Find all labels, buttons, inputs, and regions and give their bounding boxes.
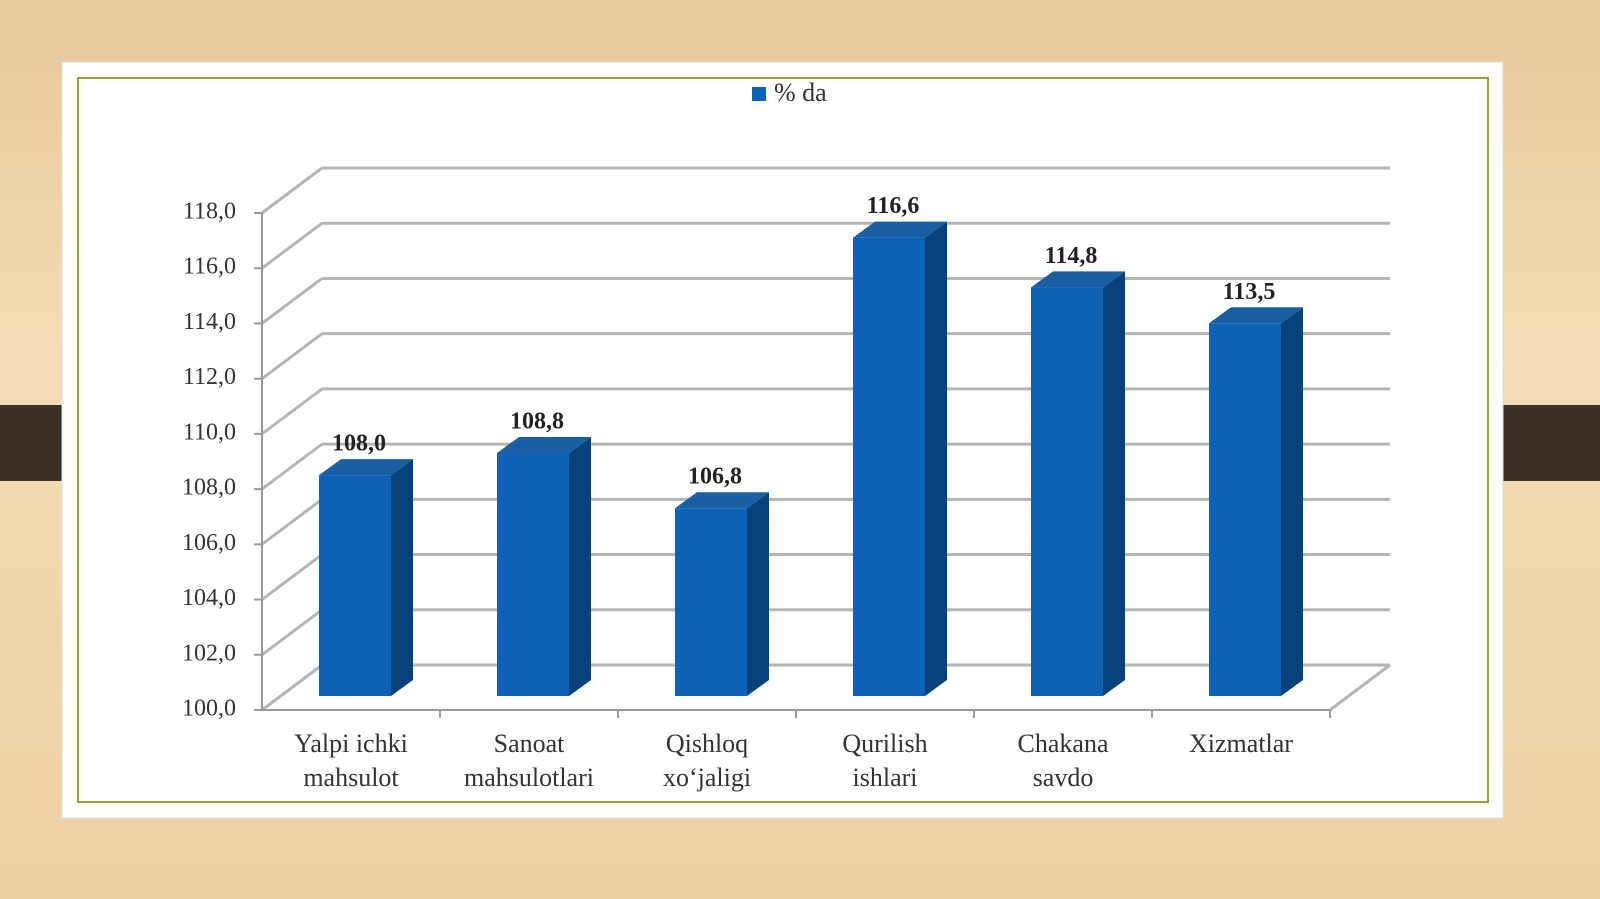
value-label: 106,8 (688, 464, 742, 490)
value-label: 113,5 (1223, 279, 1276, 305)
y-tick-label: 118,0 (183, 199, 236, 225)
grid-line (261, 387, 323, 436)
bar-top (853, 221, 947, 238)
value-label: 108,8 (510, 409, 564, 435)
value-label: 114,8 (1045, 243, 1098, 269)
floor-edge (1329, 663, 1391, 712)
y-tick-label: 112,0 (183, 364, 236, 390)
grid-line (261, 332, 323, 380)
value-label: 108,0 (332, 431, 386, 457)
value-label: 116,6 (867, 193, 920, 219)
bar (319, 475, 391, 696)
legend-label: % da (774, 78, 827, 107)
y-tick-label: 108,0 (182, 475, 236, 501)
bar-top (497, 437, 591, 454)
bar (1209, 323, 1281, 696)
bar-side (747, 492, 769, 696)
x-tick-label: Yalpi ichki mahsulot (294, 729, 408, 792)
y-tick-label: 114,0 (183, 309, 236, 335)
bar (497, 453, 569, 696)
frame (77, 77, 1489, 803)
bar-top (1031, 271, 1125, 288)
y-tick-label: 104,0 (182, 585, 236, 611)
grid-line (261, 277, 323, 325)
bar-side (391, 459, 413, 696)
y-tick-label: 110,0 (183, 419, 236, 445)
grid-line (261, 442, 323, 491)
bar-side (1103, 271, 1125, 696)
grid-line (261, 553, 323, 601)
bar-top (319, 459, 413, 476)
y-tick-label: 106,0 (182, 530, 236, 556)
grid-line (261, 608, 323, 656)
y-tick-label: 100,0 (182, 696, 236, 722)
bar-top (1209, 307, 1303, 324)
y-tick-label: 116,0 (183, 254, 236, 280)
bar-top (675, 492, 769, 509)
bar (675, 508, 747, 696)
x-tick-label: Chakana savdo (1018, 729, 1109, 792)
grid-line (261, 663, 323, 712)
y-tick-label: 102,0 (182, 640, 236, 666)
x-tick-label: Sanoat mahsulotlari (464, 729, 594, 792)
x-tick-label: Qurilish ishlari (842, 729, 927, 792)
x-tick-label: Xizmatlar (1189, 729, 1293, 758)
grid-line (261, 166, 323, 215)
grid-line (261, 498, 323, 546)
bar-side (1281, 307, 1303, 696)
grid-line (261, 222, 323, 270)
bar-side (569, 437, 591, 696)
bar (853, 237, 925, 696)
legend-swatch (752, 87, 766, 101)
bar-side (925, 221, 947, 696)
x-tick-label: Qishloq xo‘jaligi (663, 729, 751, 792)
bar (1031, 287, 1103, 696)
